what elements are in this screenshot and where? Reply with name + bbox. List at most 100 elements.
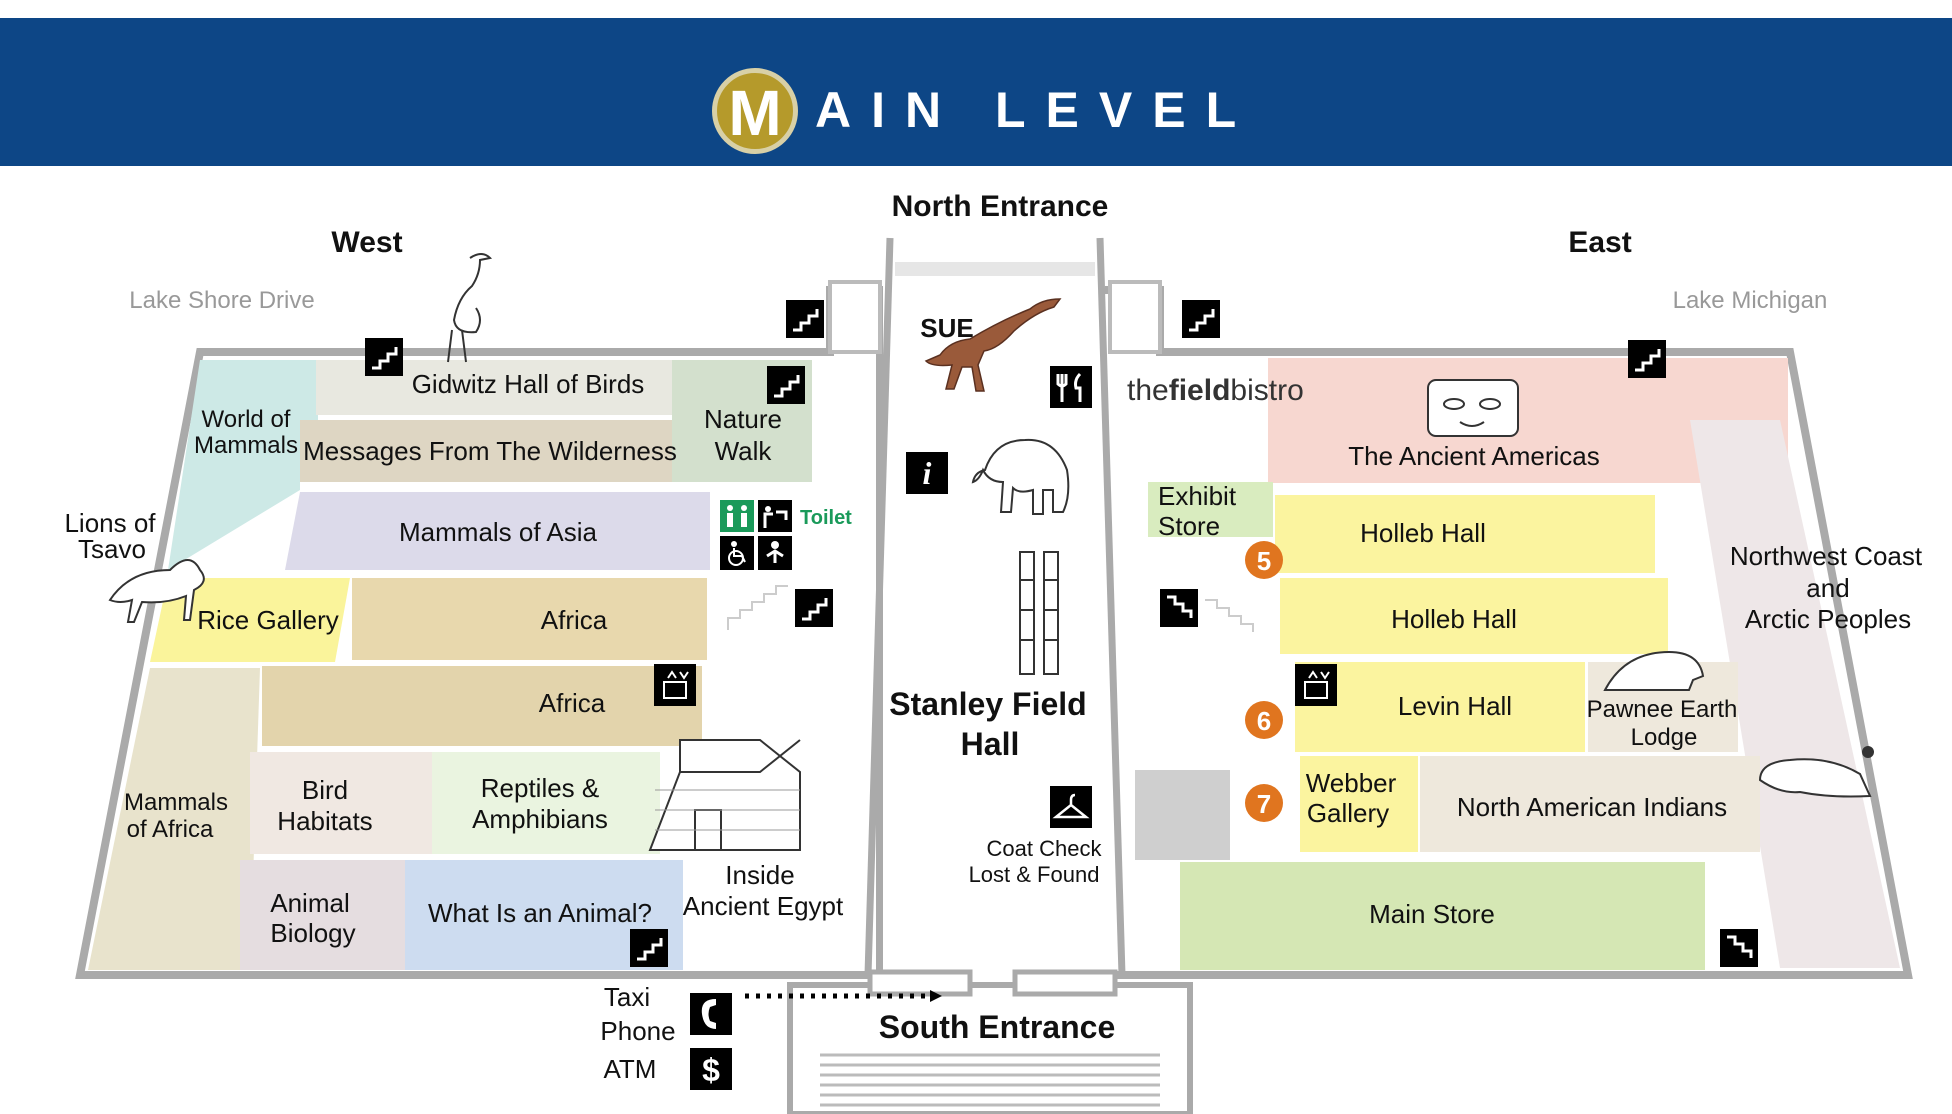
label-holleb-1[interactable]: Holleb Hall bbox=[1360, 518, 1486, 548]
elevator-icon[interactable] bbox=[1295, 664, 1337, 706]
atm-label[interactable]: ATM bbox=[604, 1054, 657, 1084]
accessible-icon[interactable] bbox=[720, 536, 754, 570]
label-sue[interactable]: SUE bbox=[920, 313, 973, 343]
stairs-icon[interactable] bbox=[1182, 300, 1220, 338]
label-reptiles-2[interactable]: Amphibians bbox=[472, 804, 608, 834]
room-bird-habitats bbox=[250, 752, 432, 854]
room-webber bbox=[1300, 756, 1418, 852]
label-lions-1[interactable]: Lions of bbox=[64, 508, 156, 538]
east-label: East bbox=[1568, 226, 1631, 259]
taxi-label-1[interactable]: Taxi bbox=[604, 982, 650, 1012]
pyramid-tomb-icon bbox=[648, 739, 801, 851]
page-title: AIN LEVEL bbox=[815, 82, 1257, 138]
marker-5-text: 5 bbox=[1257, 546, 1271, 576]
room-holleb-2 bbox=[1280, 578, 1668, 654]
phone-icon[interactable] bbox=[690, 993, 732, 1035]
label-nature-walk-1[interactable]: Nature bbox=[704, 404, 782, 434]
label-egypt-1[interactable]: Inside bbox=[725, 860, 794, 890]
family-restroom-icon[interactable] bbox=[758, 500, 792, 532]
stairs-icon[interactable] bbox=[630, 929, 668, 967]
east-rooms bbox=[1135, 358, 1900, 970]
coat-check-icon[interactable] bbox=[1050, 786, 1092, 828]
label-north-american[interactable]: North American Indians bbox=[1457, 792, 1727, 822]
stairs-icon[interactable] bbox=[365, 338, 403, 376]
label-bird-habitats-2[interactable]: Habitats bbox=[277, 806, 372, 836]
taxi-label-2[interactable]: Phone bbox=[600, 1016, 675, 1046]
label-africa-1[interactable]: Africa bbox=[541, 605, 608, 635]
label-main-store[interactable]: Main Store bbox=[1369, 899, 1495, 929]
label-levin[interactable]: Levin Hall bbox=[1398, 691, 1512, 721]
south-entrance-label[interactable]: South Entrance bbox=[879, 1009, 1115, 1045]
toilet-label[interactable]: Toilet bbox=[800, 507, 852, 529]
totem-poles-icon bbox=[1019, 551, 1059, 675]
restaurant-icon[interactable] bbox=[1050, 366, 1092, 408]
stairs-icon[interactable] bbox=[1720, 929, 1758, 967]
room-world-of-mammals bbox=[168, 360, 318, 570]
stairs-icon[interactable] bbox=[786, 300, 824, 338]
coat-label-1[interactable]: Coat Check bbox=[987, 836, 1103, 861]
label-world-mammals-1[interactable]: World of bbox=[202, 406, 291, 433]
label-webber-1[interactable]: Webber bbox=[1306, 768, 1397, 798]
label-pawnee-1[interactable]: Pawnee Earth bbox=[1587, 696, 1738, 723]
label-northwest-2[interactable]: and bbox=[1806, 573, 1849, 603]
info-icon[interactable]: i bbox=[906, 452, 948, 494]
room-main-store bbox=[1180, 862, 1705, 970]
elephant-icon bbox=[971, 438, 1070, 515]
marker-7[interactable]: 7 bbox=[1245, 784, 1283, 822]
label-lions-2[interactable]: Tsavo bbox=[78, 534, 146, 564]
label-bird-habitats-1[interactable]: Bird bbox=[302, 775, 348, 805]
label-animal-biology-2[interactable]: Biology bbox=[270, 918, 355, 948]
coat-label-2[interactable]: Lost & Found bbox=[969, 862, 1100, 887]
label-exhibit-store-2[interactable]: Store bbox=[1158, 511, 1220, 541]
stair-graphic-west bbox=[727, 585, 788, 630]
label-rice-gallery[interactable]: Rice Gallery bbox=[197, 605, 339, 635]
bird-mask-icon bbox=[1758, 746, 1874, 798]
dinosaur-sue-icon bbox=[924, 298, 1062, 392]
label-what-animal[interactable]: What Is an Animal? bbox=[428, 898, 652, 928]
north-entrance-label[interactable]: North Entrance bbox=[892, 190, 1109, 223]
marker-5[interactable]: 5 bbox=[1245, 541, 1283, 579]
stairs-icon[interactable] bbox=[767, 366, 805, 404]
restroom-icon[interactable] bbox=[720, 500, 754, 532]
room-mammals-of-africa bbox=[88, 668, 260, 970]
west-label: West bbox=[331, 226, 402, 259]
label-nature-walk-2[interactable]: Walk bbox=[715, 436, 773, 466]
baby-changing-icon[interactable] bbox=[758, 536, 792, 570]
label-gidwitz-birds[interactable]: Gidwitz Hall of Birds bbox=[412, 369, 645, 399]
taxi-route-arrow bbox=[745, 990, 942, 1002]
label-pawnee-2[interactable]: Lodge bbox=[1631, 724, 1698, 751]
earth-lodge-icon bbox=[1603, 650, 1705, 691]
label-africa-2[interactable]: Africa bbox=[539, 688, 606, 718]
stairs-icon[interactable] bbox=[1160, 589, 1198, 627]
label-mammals-asia[interactable]: Mammals of Asia bbox=[399, 517, 597, 547]
label-mammals-africa-2[interactable]: of Africa bbox=[127, 816, 214, 843]
label-webber-2[interactable]: Gallery bbox=[1307, 798, 1389, 828]
label-northwest-1[interactable]: Northwest Coast bbox=[1730, 541, 1923, 571]
label-messages[interactable]: Messages From The Wilderness bbox=[303, 436, 677, 466]
room-animal-biology bbox=[240, 860, 408, 970]
label-mammals-africa-1[interactable]: Mammals bbox=[124, 789, 228, 816]
mask-icon bbox=[1427, 379, 1519, 437]
stairs-icon[interactable] bbox=[795, 589, 833, 627]
room-rice-gallery bbox=[150, 578, 350, 662]
room-holleb-1 bbox=[1275, 495, 1655, 573]
central-hall-wall-left bbox=[864, 237, 894, 976]
stairs-icon[interactable] bbox=[1628, 340, 1666, 378]
label-world-mammals-2[interactable]: Mammals bbox=[194, 432, 298, 459]
north-steps bbox=[895, 262, 1095, 276]
label-holleb-2[interactable]: Holleb Hall bbox=[1391, 604, 1517, 634]
label-reptiles-1[interactable]: Reptiles & bbox=[481, 773, 600, 803]
label-egypt-2[interactable]: Ancient Egypt bbox=[683, 891, 844, 921]
dollar-glyph: $ bbox=[702, 1052, 720, 1088]
ne-stair-room bbox=[1108, 280, 1162, 354]
street-east: Lake Michigan bbox=[1673, 287, 1828, 314]
marker-6[interactable]: 6 bbox=[1245, 701, 1283, 739]
heron-icon bbox=[447, 253, 493, 363]
label-ancient-americas[interactable]: The Ancient Americas bbox=[1348, 441, 1599, 471]
atm-icon[interactable]: $ bbox=[690, 1048, 732, 1090]
label-animal-biology-1[interactable]: Animal bbox=[270, 888, 349, 918]
elevator-icon[interactable] bbox=[654, 664, 696, 706]
label-northwest-3[interactable]: Arctic Peoples bbox=[1745, 604, 1911, 634]
bistro-logo[interactable]: thefieldbistro bbox=[1127, 374, 1304, 407]
label-exhibit-store-1[interactable]: Exhibit bbox=[1158, 481, 1237, 511]
